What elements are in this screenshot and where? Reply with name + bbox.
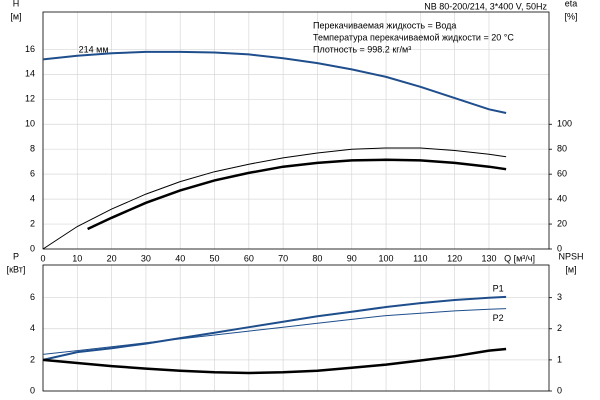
curve	[87, 158, 507, 231]
y2-tick-label: 0	[557, 243, 562, 253]
x-tick-label: 100	[379, 253, 394, 263]
y2-axis-label: [%]	[564, 11, 577, 21]
x-tick-label: 0	[40, 253, 45, 263]
y-axis-label: H	[13, 0, 20, 8]
y-tick-label: 2	[30, 218, 35, 228]
y-tick-label: 2	[30, 354, 35, 364]
y2-axis-label: eta	[565, 0, 578, 8]
y-axis-label: P	[13, 251, 19, 261]
y2-tick-label: 80	[557, 144, 567, 154]
y-tick-label: 10	[25, 119, 35, 129]
y-tick-label: 0	[30, 243, 35, 253]
y-tick-label: 6	[30, 169, 35, 179]
y-tick-label: 4	[30, 323, 35, 333]
y-axis-label: [м]	[10, 11, 21, 21]
y-tick-label: 16	[25, 44, 35, 54]
x-tick-label: 20	[107, 253, 117, 263]
x-tick-label: 30	[141, 253, 151, 263]
y-tick-label: 8	[30, 144, 35, 154]
y-axis-label: [кВт]	[7, 264, 26, 274]
y-tick-label: 0	[30, 385, 35, 395]
curve	[42, 50, 507, 114]
y-tick-label: 4	[30, 193, 35, 203]
curve	[42, 347, 507, 375]
curve-label: P2	[493, 313, 504, 323]
y2-tick-label: 0	[557, 385, 562, 395]
x-axis-label: Q [м³/ч]	[504, 253, 535, 263]
x-tick-label: 110	[413, 253, 427, 263]
curve-label: 214 мм	[79, 45, 109, 55]
x-tick-label: 10	[72, 253, 82, 263]
curve	[42, 295, 507, 361]
annotation: Плотность = 998.2 кг/м³	[313, 44, 411, 54]
y2-tick-label: 1	[557, 354, 562, 364]
y2-tick-label: 3	[557, 292, 562, 302]
x-tick-label: 120	[447, 253, 462, 263]
x-tick-label: 40	[175, 253, 185, 263]
y2-axis-label: NPSH	[558, 251, 583, 261]
x-tick-label: 130	[481, 253, 496, 263]
x-tick-label: 80	[312, 253, 322, 263]
curve-label: P1	[493, 283, 504, 293]
annotation: Температура перекачиваемой жидкости = 20…	[313, 32, 514, 42]
x-tick-label: 70	[278, 253, 288, 263]
x-tick-label: 50	[210, 253, 220, 263]
plot-frame	[42, 264, 550, 392]
x-tick-label: 60	[244, 253, 254, 263]
curve	[42, 308, 507, 355]
chart-title: NB 80-200/214, 3*400 V, 50Hz	[424, 1, 547, 11]
plot-frame	[42, 11, 550, 250]
y-tick-label: 6	[30, 292, 35, 302]
y2-tick-label: 60	[557, 169, 567, 179]
y2-tick-label: 2	[557, 323, 562, 333]
annotation: Перекачиваемая жидкость = Вода	[313, 20, 456, 30]
y2-axis-label: [м]	[565, 264, 576, 274]
y2-tick-label: 100	[557, 119, 572, 129]
x-tick-label: 90	[347, 253, 357, 263]
y-tick-label: 14	[25, 69, 35, 79]
y-tick-label: 12	[25, 94, 35, 104]
y2-tick-label: 40	[557, 193, 567, 203]
y2-tick-label: 20	[557, 218, 567, 228]
curve	[42, 147, 507, 250]
